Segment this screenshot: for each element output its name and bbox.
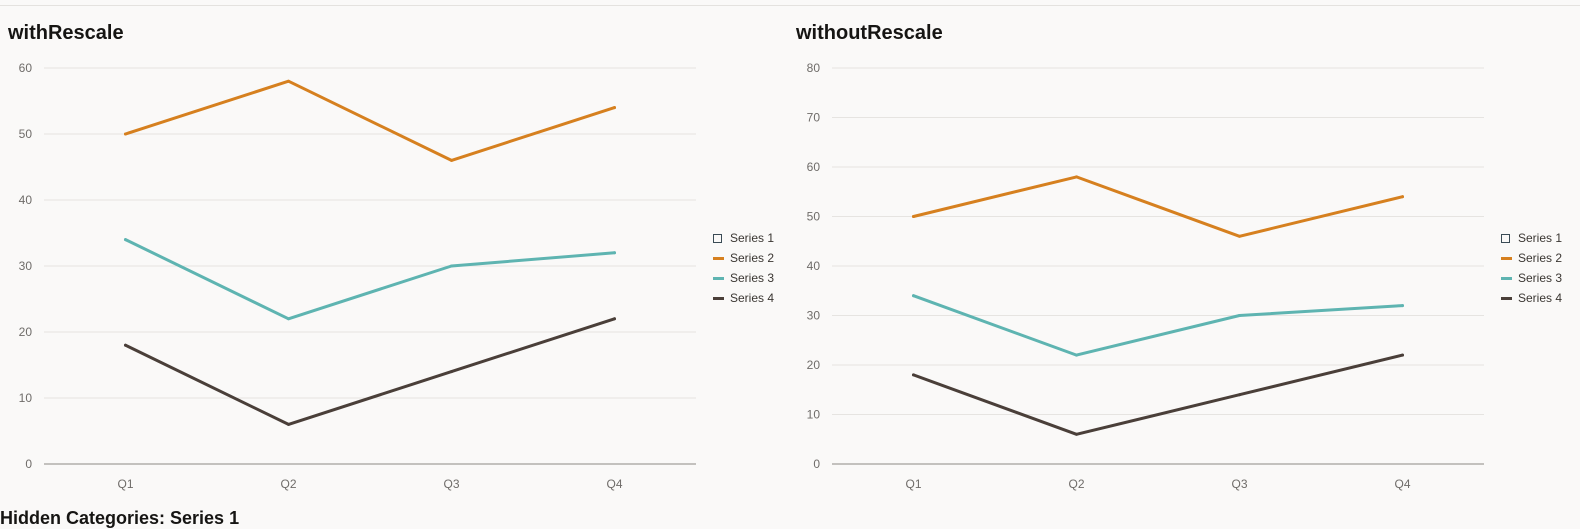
- legend-swatch-hidden: [713, 233, 722, 243]
- chart-title: withRescale: [8, 22, 124, 44]
- legend-label: Series 3: [1518, 271, 1563, 285]
- chart-legend: Series 1 Series 2 Series 3 Series 4: [713, 228, 774, 308]
- x-tick-label: Q1: [117, 477, 133, 491]
- series-line-3: [124, 238, 616, 321]
- y-tick-label: 0: [25, 457, 32, 471]
- legend-swatch: [1501, 256, 1512, 260]
- legend-swatch: [1501, 276, 1512, 280]
- data-point: [1401, 304, 1404, 308]
- legend-item-series-1[interactable]: Series 1: [713, 228, 774, 248]
- legend-item-series-2[interactable]: Series 2: [1501, 248, 1562, 268]
- data-point: [1238, 314, 1241, 317]
- series-line-4: [912, 353, 1404, 436]
- y-tick-label: 40: [19, 193, 33, 207]
- legend-item-series-1[interactable]: Series 1: [1501, 228, 1562, 248]
- top-divider: [0, 5, 1580, 6]
- legend-label: Series 2: [1518, 251, 1563, 265]
- y-tick-label: 10: [807, 408, 821, 422]
- data-point: [613, 106, 616, 110]
- x-tick-label: Q4: [606, 477, 622, 491]
- x-tick-label: Q2: [280, 477, 296, 491]
- x-tick-label: Q2: [1068, 477, 1084, 491]
- chart-panel-without-rescale: withoutRescale 0 10 20 30 40 50 60 70 80 Q1 Q2 Q3 Q4…: [796, 16, 1576, 500]
- data-point: [1401, 353, 1404, 357]
- y-tick-label: 30: [19, 259, 33, 273]
- legend-label: Series 2: [730, 251, 775, 265]
- legend-swatch: [713, 296, 724, 300]
- y-tick-label: 60: [807, 160, 821, 174]
- series-line-4: [124, 317, 616, 426]
- data-point: [1075, 432, 1078, 436]
- data-point: [1401, 195, 1404, 199]
- legend-swatch: [713, 276, 724, 280]
- data-point: [450, 264, 453, 268]
- y-tick-label: 30: [807, 309, 821, 323]
- legend-item-series-4[interactable]: Series 4: [713, 288, 774, 308]
- y-tick-label: 50: [19, 127, 33, 141]
- line-chart-with-rescale: 0 10 20 30 40 50 60 Q1 Q2 Q3 Q4: [19, 61, 696, 491]
- data-point: [1238, 393, 1241, 397]
- legend-item-series-3[interactable]: Series 3: [1501, 268, 1562, 288]
- data-point: [287, 422, 290, 426]
- chart-legend: Series 1 Series 2 Series 3 Series 4: [1501, 228, 1562, 308]
- x-tick-label: Q3: [1231, 477, 1247, 491]
- y-tick-label: 60: [19, 61, 33, 75]
- data-point: [287, 79, 290, 83]
- data-point: [912, 215, 915, 218]
- data-point: [1075, 353, 1078, 357]
- y-tick-label: 40: [807, 259, 821, 273]
- y-tick-label: 80: [807, 61, 821, 75]
- legend-swatch: [1501, 296, 1512, 300]
- data-point: [287, 317, 290, 321]
- data-point: [450, 158, 453, 162]
- legend-swatch: [713, 256, 724, 260]
- x-tick-label: Q3: [443, 477, 459, 491]
- series-line-2: [124, 79, 616, 162]
- legend-item-series-3[interactable]: Series 3: [713, 268, 774, 288]
- y-tick-label: 10: [19, 391, 33, 405]
- data-point: [912, 294, 915, 298]
- y-tick-label: 20: [807, 358, 821, 372]
- data-point: [613, 317, 616, 321]
- data-point: [124, 238, 127, 242]
- legend-label: Series 4: [730, 291, 775, 305]
- legend-label: Series 4: [1518, 291, 1563, 305]
- data-point: [1238, 234, 1241, 238]
- series-line-3: [912, 294, 1404, 357]
- chart-panel-with-rescale: withRescale 0 10 20 30 40 50 60 Q1 Q2 Q3 Q4 Series…: [8, 16, 788, 500]
- legend-label: Series 3: [730, 271, 775, 285]
- data-point: [124, 343, 127, 347]
- legend-swatch-hidden: [1501, 233, 1510, 243]
- data-point: [450, 370, 453, 374]
- hidden-categories-heading: Hidden Categories: Series 1: [0, 508, 240, 528]
- y-tick-label: 70: [807, 111, 821, 125]
- legend-label: Series 1: [730, 231, 775, 245]
- legend-label: Series 1: [1518, 231, 1563, 245]
- y-tick-label: 0: [813, 457, 820, 471]
- data-point: [1075, 175, 1078, 179]
- y-tick-label: 50: [807, 210, 821, 224]
- legend-item-series-2[interactable]: Series 2: [713, 248, 774, 268]
- line-chart-without-rescale: 0 10 20 30 40 50 60 70 80 Q1 Q2 Q3 Q4: [807, 61, 1484, 491]
- data-point: [613, 251, 616, 255]
- data-point: [124, 132, 127, 136]
- chart-title: withoutRescale: [796, 22, 943, 44]
- data-point: [912, 373, 915, 377]
- y-tick-label: 20: [19, 325, 33, 339]
- x-tick-label: Q1: [905, 477, 921, 491]
- legend-item-series-4[interactable]: Series 4: [1501, 288, 1562, 308]
- series-line-2: [912, 175, 1404, 238]
- x-tick-label: Q4: [1394, 477, 1410, 491]
